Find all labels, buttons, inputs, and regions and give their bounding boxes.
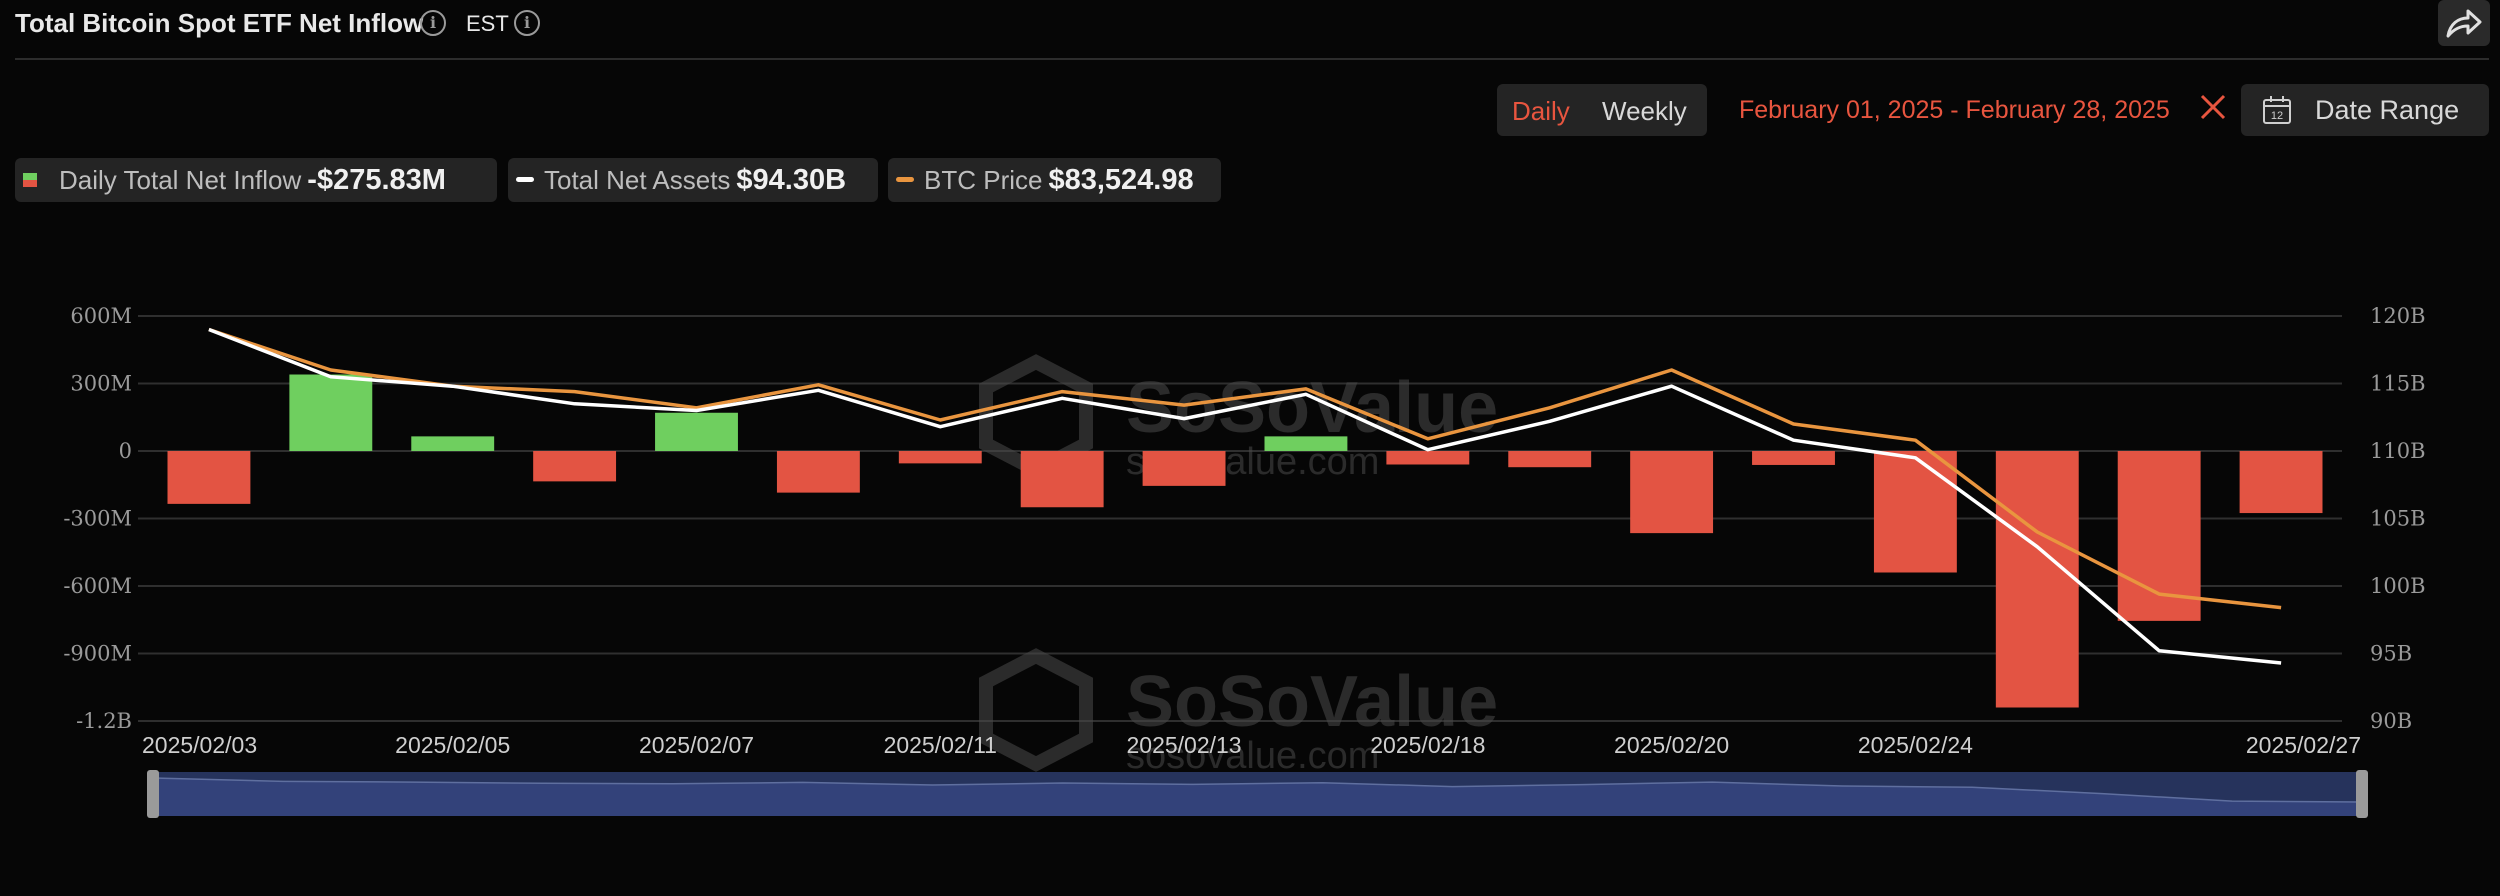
chart-header: Total Bitcoin Spot ETF Net Inflow i EST … [0,0,2500,60]
x-tick-label: 2025/02/13 [1126,732,1241,758]
y-axis-right: 120B 115B 110B 105B 100B 95B 90B [2370,304,2426,733]
navigator-handle[interactable] [147,770,159,818]
x-tick-label: 2025/02/11 [884,732,997,758]
btc-price-line [208,327,2282,610]
series-lines [208,327,2282,665]
inflow-bar [1630,451,1714,534]
x-tick-label: 2025/02/05 [395,732,510,758]
legend-btc-label: BTC Price [924,165,1043,195]
inflow-bar [167,451,251,504]
weekly-tab[interactable]: Weekly [1602,96,1687,126]
net-assets-line [208,327,2282,665]
info-icon[interactable]: i [420,10,446,36]
date-range-button[interactable]: 12 Date Range [2241,84,2489,136]
legend-btc-value: $83,524.98 [1048,164,1194,196]
x-tick-label: 2025/02/20 [1614,732,1729,758]
daily-tab[interactable]: Daily [1512,96,1570,126]
inflow-bar [655,412,738,451]
y-left-tick-label: -900M [63,642,132,666]
calendar-icon: 12 [2263,96,2291,124]
legend-assets-label: Total Net Assets [544,165,731,195]
date-range-text[interactable]: February 01, 2025 - February 28, 2025 [1739,96,2170,124]
watermark-brand: SoSoValue [1126,662,1498,742]
watermark-brand: SoSoValue [1126,368,1498,448]
navigator-line [152,777,2363,803]
line-legend-icon [896,177,914,182]
inflow-bar [1508,451,1592,468]
inflow-bar [898,451,982,464]
y-left-tick-label: 0 [119,439,132,463]
chart-title: Total Bitcoin Spot ETF Net Inflow [15,8,424,38]
bar-legend-icon [23,173,37,187]
calendar-day: 12 [2271,110,2283,122]
inflow-bar [533,451,617,482]
x-tick-label: 2025/02/27 [2246,732,2361,758]
y-axis-left: 600M 300M 0 -300M -600M -900M -1.2B [63,304,132,733]
y-left-tick-label: -600M [63,574,132,598]
inflow-bar [1873,451,1957,573]
y-left-tick-label: 600M [70,304,132,328]
x-tick-label: 2025/02/18 [1370,732,1485,758]
y-left-tick-label: -300M [63,507,132,531]
line-legend-icon [516,177,534,182]
inflow-bar [776,451,860,493]
legend-inflow-value: -$275.83M [307,164,446,196]
close-icon[interactable] [2198,92,2228,122]
legend-btc[interactable]: BTC Price $83,524.98 [888,158,1221,202]
inflow-bar [1264,436,1348,451]
x-tick-label: 2025/02/24 [1858,732,1973,758]
y-left-tick-label: -1.2B [76,709,132,733]
legend-inflow[interactable]: Daily Total Net Inflow -$275.83M [15,158,497,202]
inflow-bars [167,374,2323,708]
x-axis: 2025/02/03 2025/02/05 2025/02/07 2025/02/11… [142,732,2361,758]
navigator-handle[interactable] [2356,770,2368,818]
inflow-bar [411,436,495,451]
date-range-label: Date Range [2315,95,2460,125]
y-right-tick-label: 100B [2370,574,2426,598]
share-button[interactable] [2438,0,2490,46]
watermarks: SoSoValuesosovalue.comSoSoValuesosovalue… [979,354,1498,777]
y-right-tick-label: 120B [2370,304,2426,328]
inflow-bar [1386,451,1470,465]
legend-assets-value: $94.30B [736,164,847,196]
watermark-logo-icon [979,648,1093,772]
legend-inflow-label: Daily Total Net Inflow [59,165,302,195]
inflow-bar [1752,451,1835,465]
y-right-tick-label: 105B [2370,507,2426,531]
x-tick-label: 2025/02/03 [142,732,257,758]
navigator-area [153,778,2362,816]
timezone-label: EST [466,11,509,36]
y-right-tick-label: 115B [2370,372,2426,396]
header-divider [15,58,2489,60]
grid-lines [138,315,2342,722]
y-right-tick-label: 90B [2370,709,2412,733]
inflow-bar [1995,451,2079,708]
y-right-tick-label: 95B [2370,642,2412,666]
legend-assets[interactable]: Total Net Assets $94.30B [508,158,878,202]
x-tick-label: 2025/02/07 [639,732,754,758]
interval-toggle: Daily Weekly [1497,84,1707,136]
y-left-tick-label: 300M [70,372,132,396]
range-navigator [147,770,2368,818]
watermark-url: sosovalue.com [1126,735,1379,777]
inflow-bar [1142,451,1226,486]
share-icon [2446,9,2482,38]
y-right-tick-label: 110B [2370,439,2426,463]
inflow-bar [1020,451,1104,508]
inflow-bar [289,374,373,451]
timezone-info-icon[interactable]: i [514,10,540,36]
inflow-bar [2239,451,2323,514]
